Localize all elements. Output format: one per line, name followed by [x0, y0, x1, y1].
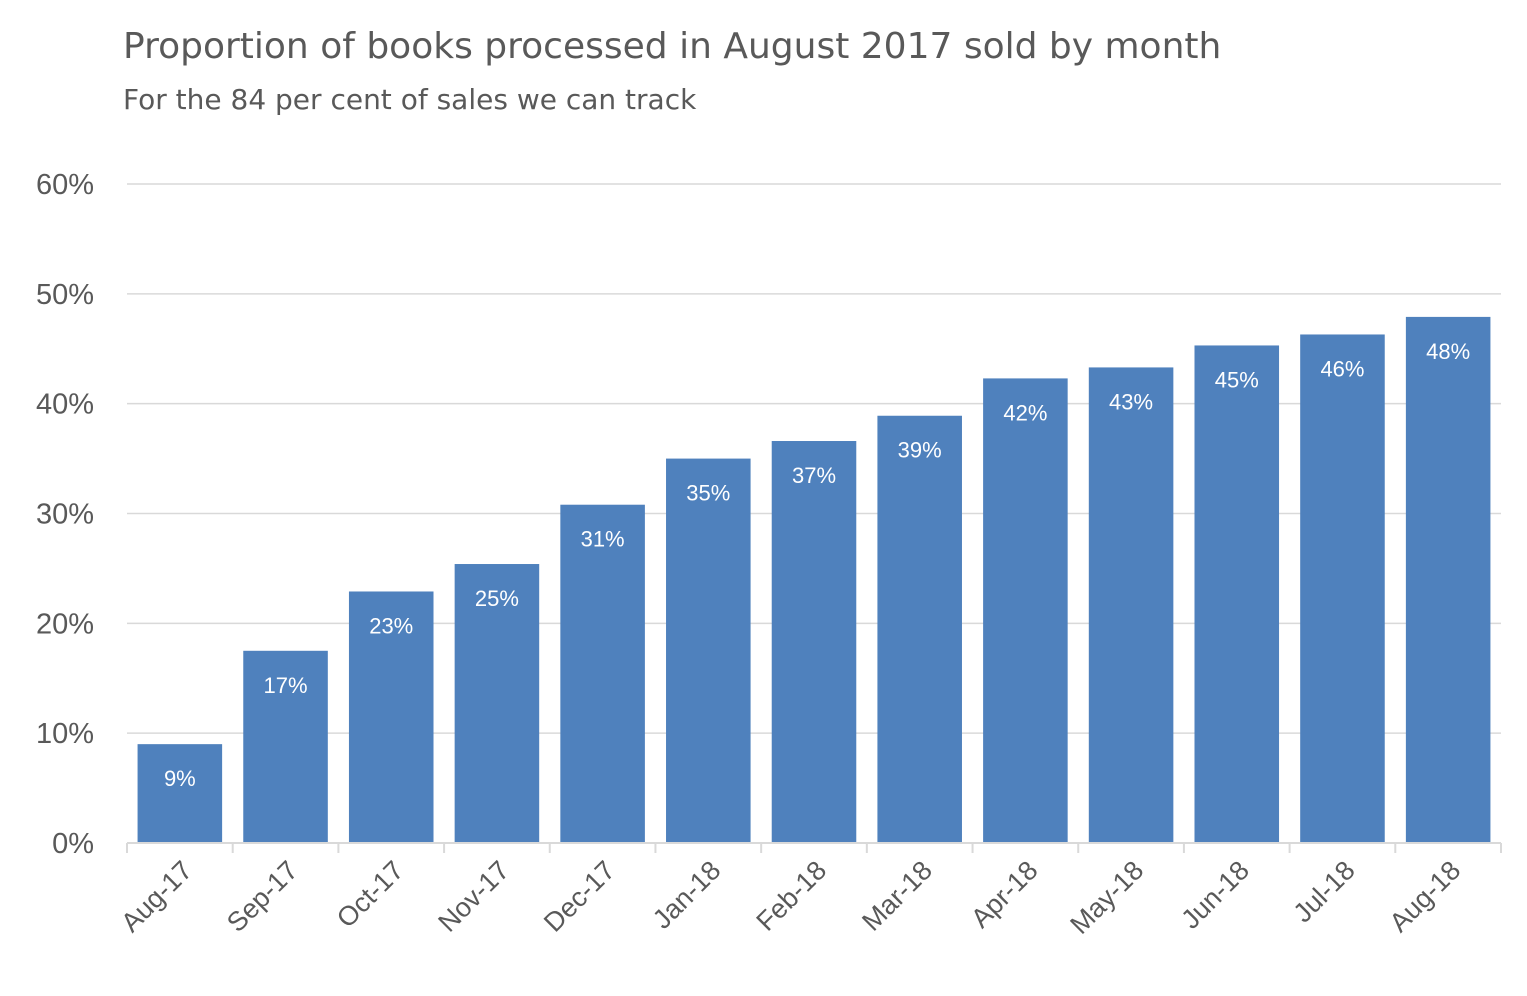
- bar: [454, 564, 540, 843]
- data-label: 25%: [475, 586, 519, 611]
- bar: [1088, 367, 1174, 843]
- bar: [771, 441, 857, 843]
- bar: [666, 458, 751, 843]
- data-label: 39%: [898, 438, 942, 463]
- y-tick-label: 0%: [52, 828, 94, 860]
- x-tick-label: Aug-18: [1384, 855, 1467, 938]
- y-tick-label: 50%: [36, 279, 94, 311]
- bar: [243, 650, 328, 843]
- bar: [877, 415, 962, 843]
- y-tick-label: 10%: [36, 718, 94, 750]
- data-label: 17%: [264, 673, 308, 698]
- data-labels: 9% 17% 23% 25% 31% 35% 37% 39% 42% 43% 45% 46% 48%: [164, 339, 1470, 791]
- x-tick-label: Mar-18: [856, 855, 938, 937]
- chart-title: Proportion of books processed in August …: [123, 26, 1222, 67]
- data-label: 48%: [1426, 339, 1470, 364]
- x-tick-label: Jan-18: [647, 855, 727, 935]
- y-tick-label: 60%: [36, 169, 94, 201]
- data-label: 31%: [581, 527, 625, 552]
- x-tick-label: Aug-17: [115, 855, 198, 938]
- data-label: 46%: [1320, 356, 1364, 381]
- x-tick-label: Oct-17: [331, 855, 410, 934]
- data-label: 37%: [792, 463, 836, 488]
- bar: [1405, 316, 1491, 844]
- x-axis: [126, 842, 1502, 853]
- x-tick-label: Jun-18: [1175, 855, 1255, 935]
- data-label: 45%: [1215, 367, 1259, 392]
- x-axis-labels: Aug-17 Sep-17 Oct-17 Nov-17 Dec-17 Jan-18 Feb-…: [115, 855, 1466, 940]
- data-label: 9%: [164, 766, 196, 791]
- x-tick-label: May-18: [1064, 855, 1149, 940]
- x-tick-label: Nov-17: [432, 855, 515, 938]
- x-tick-label: Feb-18: [751, 855, 833, 937]
- data-label: 43%: [1109, 389, 1153, 414]
- bars: [137, 316, 1491, 844]
- x-tick-label: Apr-18: [965, 855, 1044, 934]
- bar: [560, 504, 645, 843]
- data-label: 42%: [1003, 400, 1047, 425]
- bar: [137, 744, 223, 843]
- y-axis-labels: 0% 10% 20% 30% 40% 50% 60%: [36, 169, 94, 860]
- data-label: 23%: [369, 613, 413, 638]
- data-label: 35%: [686, 481, 730, 506]
- chart-subtitle: For the 84 per cent of sales we can trac…: [123, 83, 697, 116]
- bar: [1194, 345, 1280, 843]
- y-tick-label: 40%: [36, 389, 94, 421]
- y-tick-label: 30%: [36, 499, 94, 531]
- x-tick-label: Jul-18: [1287, 855, 1360, 928]
- y-tick-label: 20%: [36, 608, 94, 640]
- bar: [1300, 334, 1385, 843]
- x-tick-label: Sep-17: [221, 855, 304, 938]
- bar: [348, 591, 434, 843]
- x-tick-label: Dec-17: [538, 855, 621, 938]
- bar: [983, 378, 1068, 843]
